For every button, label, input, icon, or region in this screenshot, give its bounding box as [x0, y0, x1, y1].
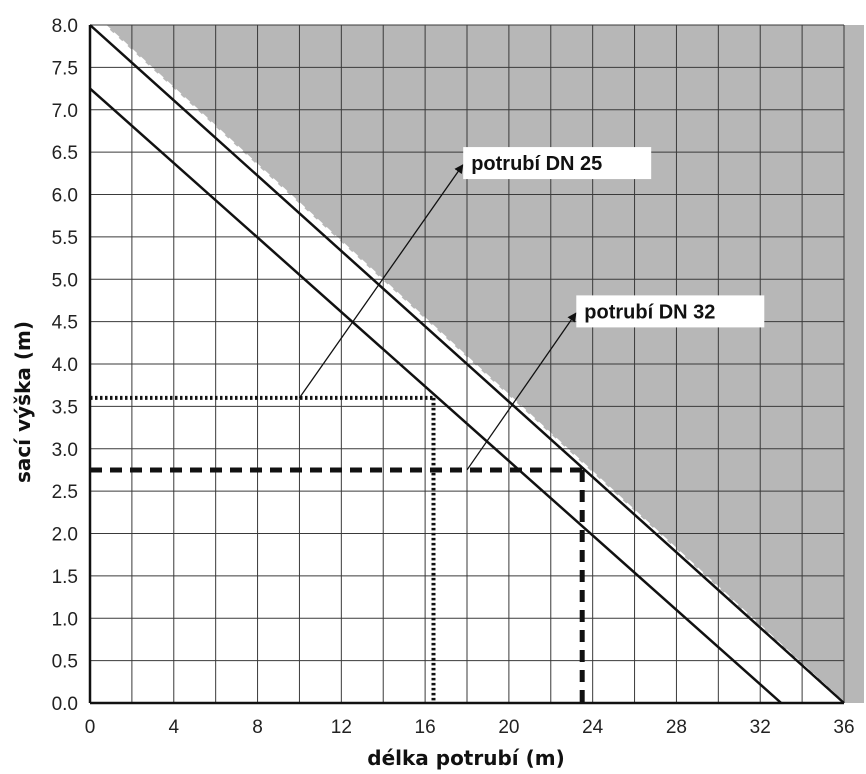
callout-box-2 [576, 295, 765, 328]
y-tick-label: 3.0 [52, 440, 78, 461]
y-tick-label: 7.5 [52, 58, 78, 79]
y-tick-label: 0.5 [52, 652, 78, 673]
x-tick-label: 12 [331, 717, 352, 738]
tick-labels: 0 4 8 12 16 20 24 28 32 36 0.0 0.5 1.0 1.5 2.0 2.5 3.0 3.… [52, 16, 855, 738]
x-tick-label: 16 [415, 717, 436, 738]
x-tick-label: 28 [666, 717, 687, 738]
callout-arrow-2 [466, 312, 577, 471]
x-axis-title: délka potrubí (m) [367, 746, 564, 770]
callout-label-1: potrubí DN 25 [471, 153, 602, 175]
x-tick-label: 20 [498, 717, 519, 738]
y-tick-label: 6.0 [52, 186, 78, 207]
y-tick-label: 4.0 [52, 355, 78, 376]
x-tick-label: 4 [168, 717, 179, 738]
y-tick-label: 6.5 [52, 143, 78, 164]
x-tick-label: 8 [252, 717, 263, 738]
y-tick-label: 2.5 [52, 482, 78, 503]
x-tick-label: 0 [85, 717, 96, 738]
x-tick-label: 32 [750, 717, 771, 738]
x-tick-label: 24 [582, 717, 604, 738]
annotations: potrubí DN 25 potrubí DN 32 [298, 147, 765, 471]
series-line-2 [89, 24, 845, 704]
series-lines [89, 24, 845, 704]
y-tick-label: 1.5 [52, 567, 78, 588]
y-tick-label: 2.0 [52, 525, 78, 546]
x-tick-label: 36 [833, 717, 854, 738]
series-line-1 [89, 87, 782, 704]
callout-arrow-1 [298, 164, 464, 399]
callout-box-1 [463, 147, 652, 180]
y-tick-label: 7.0 [52, 101, 78, 122]
y-tick-label: 0.0 [52, 694, 78, 715]
y-tick-label: 5.0 [52, 270, 78, 291]
y-tick-label: 3.5 [52, 397, 78, 418]
y-tick-label: 1.0 [52, 609, 78, 630]
y-tick-label: 4.5 [52, 313, 78, 334]
callout-label-2: potrubí DN 32 [584, 301, 715, 323]
y-tick-label: 8.0 [52, 16, 78, 37]
y-axis-title: sací výška (m) [11, 321, 35, 483]
reference-lines [90, 395, 585, 703]
y-tick-label: 5.5 [52, 228, 78, 249]
